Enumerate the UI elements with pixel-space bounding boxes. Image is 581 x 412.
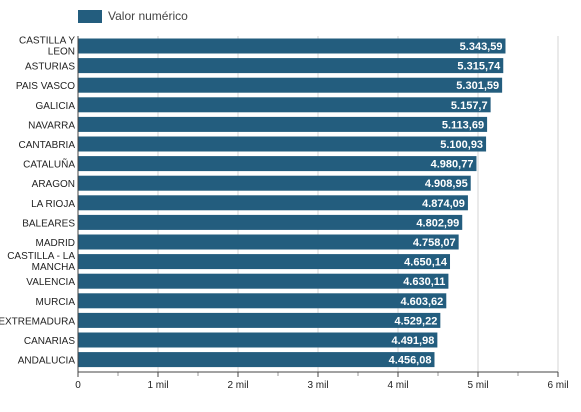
data-label: 5.315,74 (457, 61, 501, 73)
bar[interactable] (78, 175, 471, 191)
x-tick-label: 5 mil (467, 380, 488, 391)
category-label: PAIS VASCO (16, 81, 75, 92)
data-label: 4.456,08 (389, 355, 432, 367)
bar[interactable] (78, 293, 447, 309)
category-label: ANDALUCIA (18, 356, 76, 367)
category-label: CANARIAS (24, 336, 75, 347)
bar[interactable] (78, 254, 451, 270)
legend: Valor numérico (78, 9, 188, 23)
data-label: 4.874,09 (422, 198, 465, 210)
bar[interactable] (78, 273, 449, 289)
data-label: 4.491,98 (392, 335, 435, 347)
x-tick-label: 0 (75, 380, 81, 391)
category-label-line: MANCHA (32, 262, 76, 273)
category-label-line: CASTILLA Y (19, 36, 75, 47)
category-label: CANTABRIA (19, 140, 76, 151)
bar[interactable] (78, 214, 463, 230)
category-label: LA RIOJA (31, 199, 75, 210)
x-tick-label: 2 mil (227, 380, 248, 391)
x-tick-label: 4 mil (387, 380, 408, 391)
category-label: GALICIA (36, 101, 76, 112)
bar[interactable] (78, 234, 459, 250)
data-label: 4.980,77 (431, 159, 474, 171)
bar[interactable] (78, 58, 504, 74)
category-label: MADRID (36, 238, 75, 249)
category-label-line: LEON (48, 47, 75, 58)
data-label: 5.343,59 (460, 41, 503, 53)
bar[interactable] (78, 38, 506, 54)
category-label: ASTURIAS (25, 62, 75, 73)
bar[interactable] (78, 312, 441, 328)
bar[interactable] (78, 77, 503, 93)
bar[interactable] (78, 136, 487, 152)
x-tick-label: 6 mil (547, 380, 568, 391)
bar[interactable] (78, 116, 488, 132)
data-label: 5.157,7 (451, 100, 488, 112)
data-label: 4.908,95 (425, 178, 468, 190)
data-label: 4.758,07 (413, 237, 456, 249)
bar[interactable] (78, 352, 435, 368)
legend-label: Valor numérico (108, 9, 188, 23)
category-label: VALENCIA (26, 277, 75, 288)
bar[interactable] (78, 332, 438, 348)
data-label: 4.630,11 (403, 276, 445, 288)
category-label: BALEARES (22, 218, 75, 229)
bar[interactable] (78, 195, 468, 211)
data-label: 4.650,14 (404, 257, 448, 269)
data-label: 5.100,93 (440, 139, 483, 151)
category-label: NAVARRA (28, 120, 75, 131)
category-label: CATALUÑA (23, 158, 75, 171)
category-label: ARAGON (32, 179, 75, 190)
category-label: MURCIA (36, 297, 76, 308)
category-label-line: CASTILLA - LA (7, 251, 75, 262)
data-label: 4.529,22 (395, 315, 438, 327)
category-label: CASTILLA Y LEON (19, 36, 75, 58)
bar[interactable] (78, 97, 491, 113)
data-label: 5.113,69 (442, 119, 484, 131)
bar[interactable] (78, 156, 477, 172)
data-label: 4.603,62 (400, 296, 443, 308)
category-label: CASTILLA - LA MANCHA (7, 251, 75, 273)
data-label: 5.301,59 (456, 80, 499, 92)
x-tick-label: 1 mil (147, 380, 168, 391)
data-label: 4.802,99 (416, 217, 459, 229)
category-label: EXTREMADURA (0, 316, 75, 327)
legend-swatch (78, 9, 102, 23)
x-tick-label: 3 mil (307, 380, 328, 391)
